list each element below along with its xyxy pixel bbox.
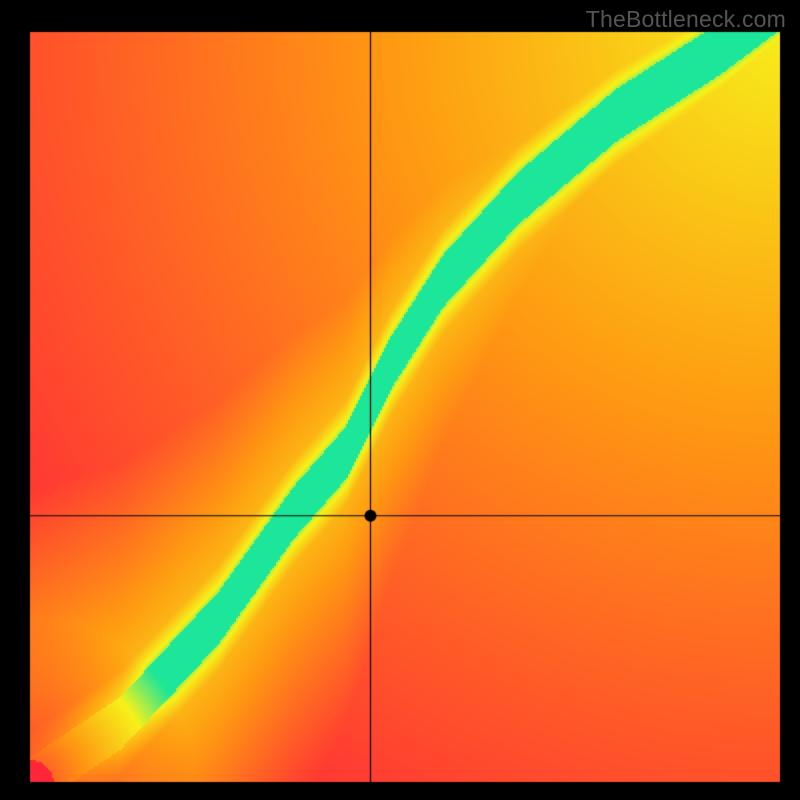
heatmap-canvas <box>0 0 800 800</box>
watermark-label: TheBottleneck.com <box>586 6 786 33</box>
chart-container: TheBottleneck.com <box>0 0 800 800</box>
